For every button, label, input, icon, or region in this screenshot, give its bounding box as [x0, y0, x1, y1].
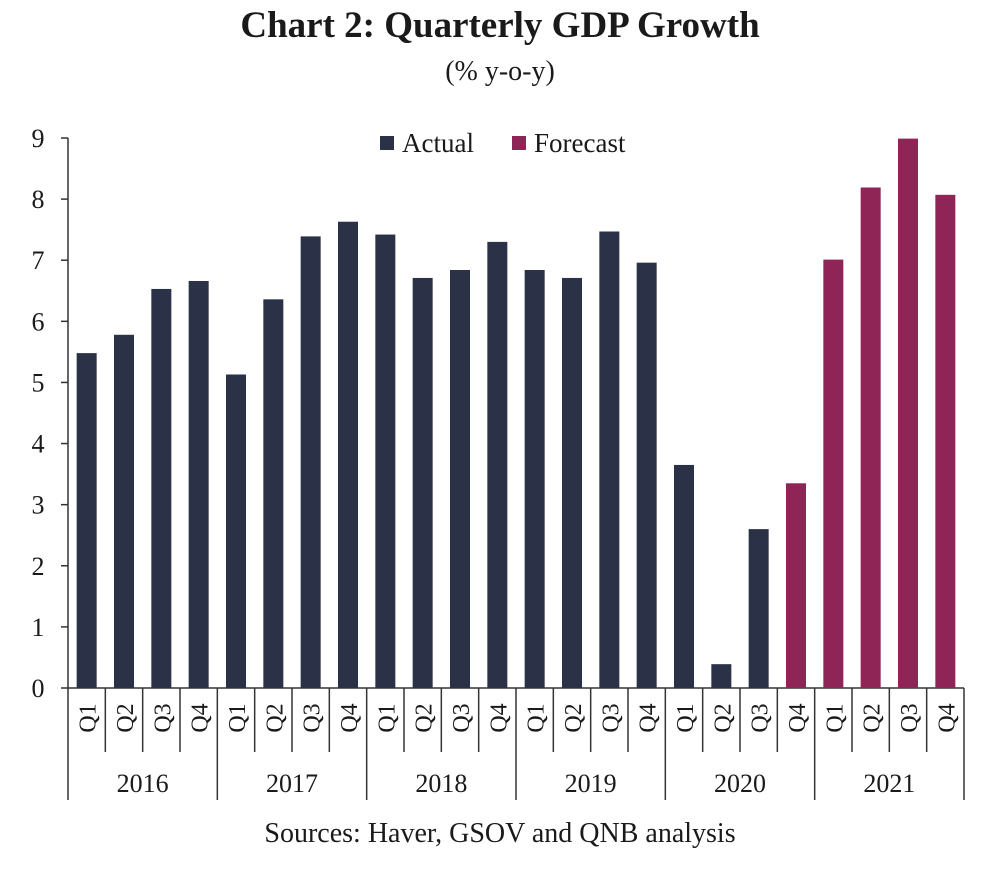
quarter-label: Q4: [486, 703, 512, 732]
quarter-label: Q4: [785, 703, 811, 732]
bar-actual: [375, 234, 396, 689]
chart-title: Chart 2: Quarterly GDP Growth: [240, 5, 760, 46]
legend-label-actual: Actual: [402, 128, 474, 158]
bar-actual: [300, 236, 321, 688]
quarter-label: Q1: [374, 703, 400, 732]
bar-forecast: [935, 194, 956, 689]
bar-actual: [711, 664, 732, 688]
bar-actual: [412, 277, 433, 688]
bar-actual: [524, 270, 545, 688]
quarter-label: Q2: [113, 703, 139, 732]
quarter-label: Q1: [225, 703, 251, 732]
bar-actual: [450, 270, 470, 688]
quarter-label: Q3: [897, 703, 923, 732]
quarter-label: Q4: [636, 703, 662, 732]
quarter-label: Q1: [524, 703, 550, 732]
y-tick-label: 7: [32, 246, 45, 275]
y-tick-label: 8: [32, 185, 45, 214]
year-label: 2019: [565, 769, 617, 798]
y-tick-label: 6: [32, 307, 45, 336]
bar-forecast: [860, 187, 881, 688]
y-tick-label: 5: [32, 368, 45, 397]
quarter-label: Q3: [300, 703, 326, 732]
quarter-label: Q3: [598, 703, 624, 732]
bar-actual: [599, 231, 620, 688]
bar-actual: [226, 374, 246, 688]
quarter-label: Q4: [337, 703, 363, 732]
legend-label-forecast: Forecast: [534, 128, 626, 158]
legend-swatch-actual: [380, 136, 394, 150]
quarter-label: Q3: [150, 703, 176, 732]
chart-source: Sources: Haver, GSOV and QNB analysis: [264, 818, 736, 849]
bar-actual: [188, 281, 209, 688]
year-label: 2021: [863, 769, 915, 798]
bar-forecast: [898, 138, 918, 689]
bar-actual: [562, 277, 582, 688]
quarter-label: Q4: [934, 703, 960, 732]
bar-actual: [748, 529, 769, 688]
quarter-label: Q2: [262, 703, 288, 732]
y-tick-label: 1: [32, 613, 45, 642]
quarter-label: Q2: [710, 703, 736, 732]
quarter-label: Q3: [449, 703, 475, 732]
chart-subtitle: (% y-o-y): [445, 56, 555, 87]
bar-actual: [114, 334, 134, 688]
quarter-label: Q1: [822, 703, 848, 732]
bar-actual: [636, 262, 657, 688]
y-tick-label: 4: [32, 430, 45, 459]
bar-actual: [263, 299, 284, 688]
bar-actual: [338, 221, 358, 688]
y-tick-label: 3: [32, 491, 45, 520]
quarter-label: Q1: [673, 703, 699, 732]
quarter-label: Q2: [860, 703, 886, 732]
bar-forecast: [786, 483, 806, 688]
year-label: 2017: [266, 769, 318, 798]
year-label: 2016: [117, 769, 169, 798]
year-label: 2018: [415, 769, 467, 798]
y-tick-label: 9: [32, 124, 45, 153]
quarter-label: Q2: [561, 703, 587, 732]
bar-actual: [487, 241, 508, 688]
quarter-label: Q1: [76, 703, 102, 732]
year-label: 2020: [714, 769, 766, 798]
legend-swatch-forecast: [512, 136, 526, 150]
bar-actual: [674, 464, 694, 688]
bar-actual: [151, 288, 172, 688]
quarter-label: Q3: [748, 703, 774, 732]
bar-actual: [76, 353, 97, 688]
quarter-label: Q2: [412, 703, 438, 732]
y-tick-label: 0: [32, 674, 45, 703]
bar-forecast: [823, 259, 844, 688]
quarter-label: Q4: [188, 703, 214, 732]
y-tick-label: 2: [32, 552, 45, 581]
